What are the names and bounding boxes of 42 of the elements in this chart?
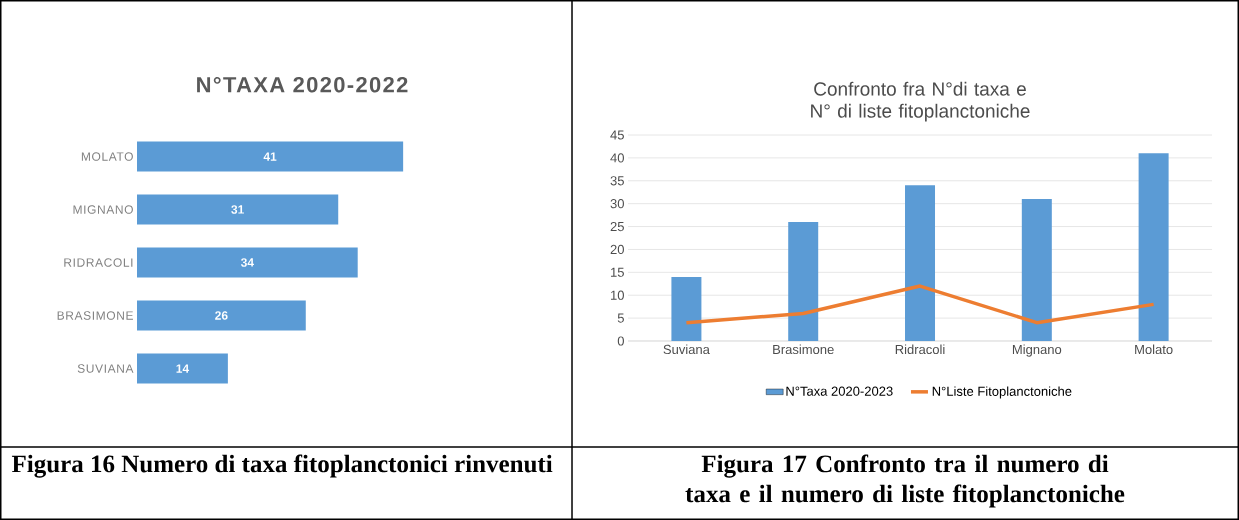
y-tick-label: 0 bbox=[617, 336, 624, 346]
y-tick-label: MOLATO bbox=[81, 152, 133, 161]
bar bbox=[1138, 153, 1169, 341]
y-tick-label: BRASIMONE bbox=[57, 311, 133, 320]
chart-title: Confronto fra N°di taxa e N° di liste fitoplanctoniche bbox=[811, 81, 1030, 122]
x-tick-label: Ridracoli bbox=[895, 344, 945, 355]
x-tick-label: Molato bbox=[1135, 344, 1173, 355]
legend-label: N°Liste Fitoplanctoniche bbox=[932, 386, 1072, 399]
data-label: 26 bbox=[215, 311, 228, 320]
bar bbox=[671, 276, 702, 341]
text: Figura 16 Numero di taxa fitoplanctonici rinvenuti bbox=[11, 454, 553, 478]
bar bbox=[137, 300, 306, 331]
y-tick-label: 45 bbox=[610, 130, 624, 140]
y-tick-label: 5 bbox=[617, 313, 624, 323]
y-tick-label: MIGNANO bbox=[73, 205, 133, 214]
bar bbox=[137, 141, 404, 172]
data-label: 41 bbox=[263, 152, 277, 161]
y-tick-label: 15 bbox=[611, 267, 624, 277]
data-label: 34 bbox=[240, 258, 254, 267]
y-tick-label: 25 bbox=[610, 221, 624, 232]
line-series bbox=[684, 284, 1156, 325]
legend-label: N°Taxa 2020-2023 bbox=[786, 386, 893, 396]
bar bbox=[137, 353, 228, 384]
x-tick-label: Suviana bbox=[663, 344, 710, 355]
y-tick-label: RIDRACOLI bbox=[64, 258, 133, 267]
y-tick-label: 20 bbox=[610, 244, 624, 255]
data-label: 14 bbox=[176, 364, 190, 373]
chart-title: N°TAXA 2020-2022 bbox=[197, 76, 408, 93]
y-tick-label: 10 bbox=[611, 290, 624, 300]
text: Figura 17 Confronto tra il numero di taxa e il numero di liste fitoplanctoniche bbox=[685, 454, 1125, 508]
bar bbox=[137, 194, 339, 225]
y-tick-label: SUVIANA bbox=[77, 364, 134, 373]
data-label: 31 bbox=[231, 205, 244, 214]
x-tick-label: Brasimone bbox=[773, 344, 834, 355]
bar bbox=[788, 221, 819, 341]
y-tick-label: 30 bbox=[610, 199, 624, 209]
y-tick-label: 35 bbox=[610, 176, 624, 186]
bar bbox=[1021, 199, 1052, 341]
y-tick-label: 40 bbox=[610, 153, 624, 163]
bar bbox=[137, 247, 358, 278]
x-tick-label: Mignano bbox=[1012, 344, 1062, 357]
bar bbox=[905, 185, 936, 341]
